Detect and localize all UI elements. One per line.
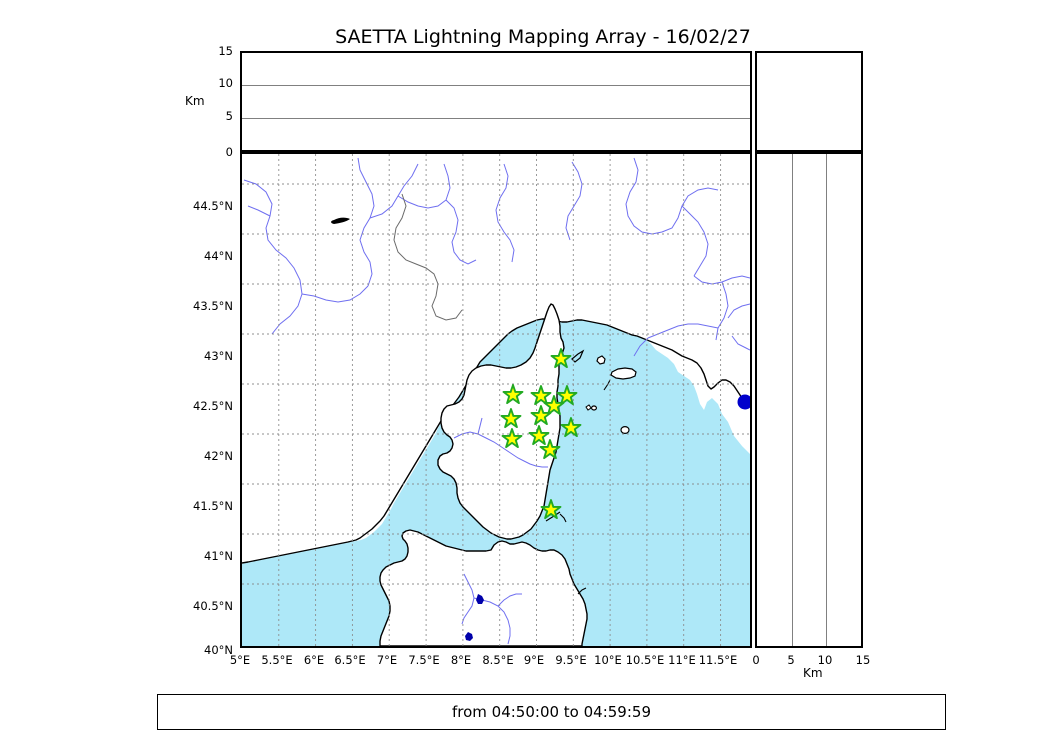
tick-lon-9.5: 9.5°E	[555, 653, 587, 667]
time-range-text: from 04:50:00 to 04:59:59	[451, 703, 651, 721]
tick-lon-6: 6°E	[303, 653, 325, 667]
island-elba	[610, 367, 637, 380]
map-panel[interactable]	[240, 152, 752, 648]
tick-lat-41: 41°N	[204, 549, 233, 563]
gridline-alt-5	[242, 117, 750, 119]
tick-alt-right-15: 15	[855, 653, 871, 667]
island-coast-a	[571, 349, 585, 363]
map-geography	[242, 154, 750, 646]
tick-lon-6.5: 6.5°E	[334, 653, 366, 667]
tick-lon-9: 9°E	[523, 653, 545, 667]
page-title-text: SAETTA Lightning Mapping Array - 16/02/2…	[335, 26, 751, 48]
map-graphic	[242, 154, 750, 646]
island-montecristo	[620, 426, 630, 435]
tick-lon-11.5: 11.5°E	[698, 653, 738, 667]
country-border	[393, 193, 463, 321]
tick-alt-5: 5	[225, 109, 233, 123]
tick-lon-5.5: 5.5°E	[261, 653, 293, 667]
lightning-source-point[interactable]	[737, 394, 751, 410]
tick-lat-40.5: 40.5°N	[193, 599, 233, 613]
tick-lat-44.5: 44.5°N	[193, 199, 233, 213]
tick-lon-10.5: 10.5°E	[625, 653, 665, 667]
island-coast-d	[559, 513, 567, 523]
island-pianosa	[591, 405, 598, 411]
axis-label-km-top: Km	[185, 94, 205, 108]
altitude-latitude-panel	[755, 152, 863, 648]
sardinia-island	[379, 529, 588, 646]
tick-lon-7: 7°E	[376, 653, 398, 667]
tick-alt-right-5: 5	[787, 653, 795, 667]
tick-lon-5: 5°E	[229, 653, 251, 667]
tick-lon-8: 8°E	[450, 653, 472, 667]
altitude-longitude-panel	[240, 51, 752, 152]
tick-lat-43.5: 43.5°N	[193, 299, 233, 313]
tick-lat-41.5: 41.5°N	[193, 499, 233, 513]
peninsula-mark	[331, 217, 350, 224]
lake-2	[465, 632, 473, 641]
gridline-alt-right-10	[826, 154, 828, 646]
tick-lat-42: 42°N	[204, 449, 233, 463]
time-range-footer: from 04:50:00 to 04:59:59	[157, 694, 946, 730]
tick-lat-43: 43°N	[204, 349, 233, 363]
tick-lat-44: 44°N	[204, 249, 233, 263]
tick-lat-42.5: 42.5°N	[193, 399, 233, 413]
island-small-a	[585, 404, 592, 411]
tick-lat-40: 40°N	[204, 643, 233, 657]
empty-corner-panel	[755, 51, 863, 152]
tick-alt-right-0: 0	[752, 653, 760, 667]
tick-lon-7.5: 7.5°E	[408, 653, 440, 667]
tick-alt-15: 15	[218, 44, 233, 58]
corsica-island	[437, 303, 565, 540]
tick-lon-8.5: 8.5°E	[482, 653, 514, 667]
tick-lon-10: 10°E	[594, 653, 622, 667]
gridline-alt-right-5	[791, 154, 793, 646]
tick-alt-0: 0	[225, 145, 233, 159]
tick-alt-right-10: 10	[817, 653, 833, 667]
axis-label-km-right: Km	[803, 666, 823, 680]
tick-lon-11: 11°E	[668, 653, 696, 667]
rivers-sardinia	[461, 573, 522, 645]
rivers-corsica	[453, 417, 548, 468]
lake-1	[476, 594, 484, 604]
tick-alt-10: 10	[218, 76, 233, 90]
page-title: SAETTA Lightning Mapping Array - 16/02/2…	[0, 26, 1050, 48]
rivers-mainland	[243, 157, 750, 357]
island-coast-e	[577, 587, 587, 595]
map-gridlines	[242, 154, 750, 646]
gridline-alt-10	[242, 85, 750, 87]
island-capraia	[596, 355, 606, 365]
